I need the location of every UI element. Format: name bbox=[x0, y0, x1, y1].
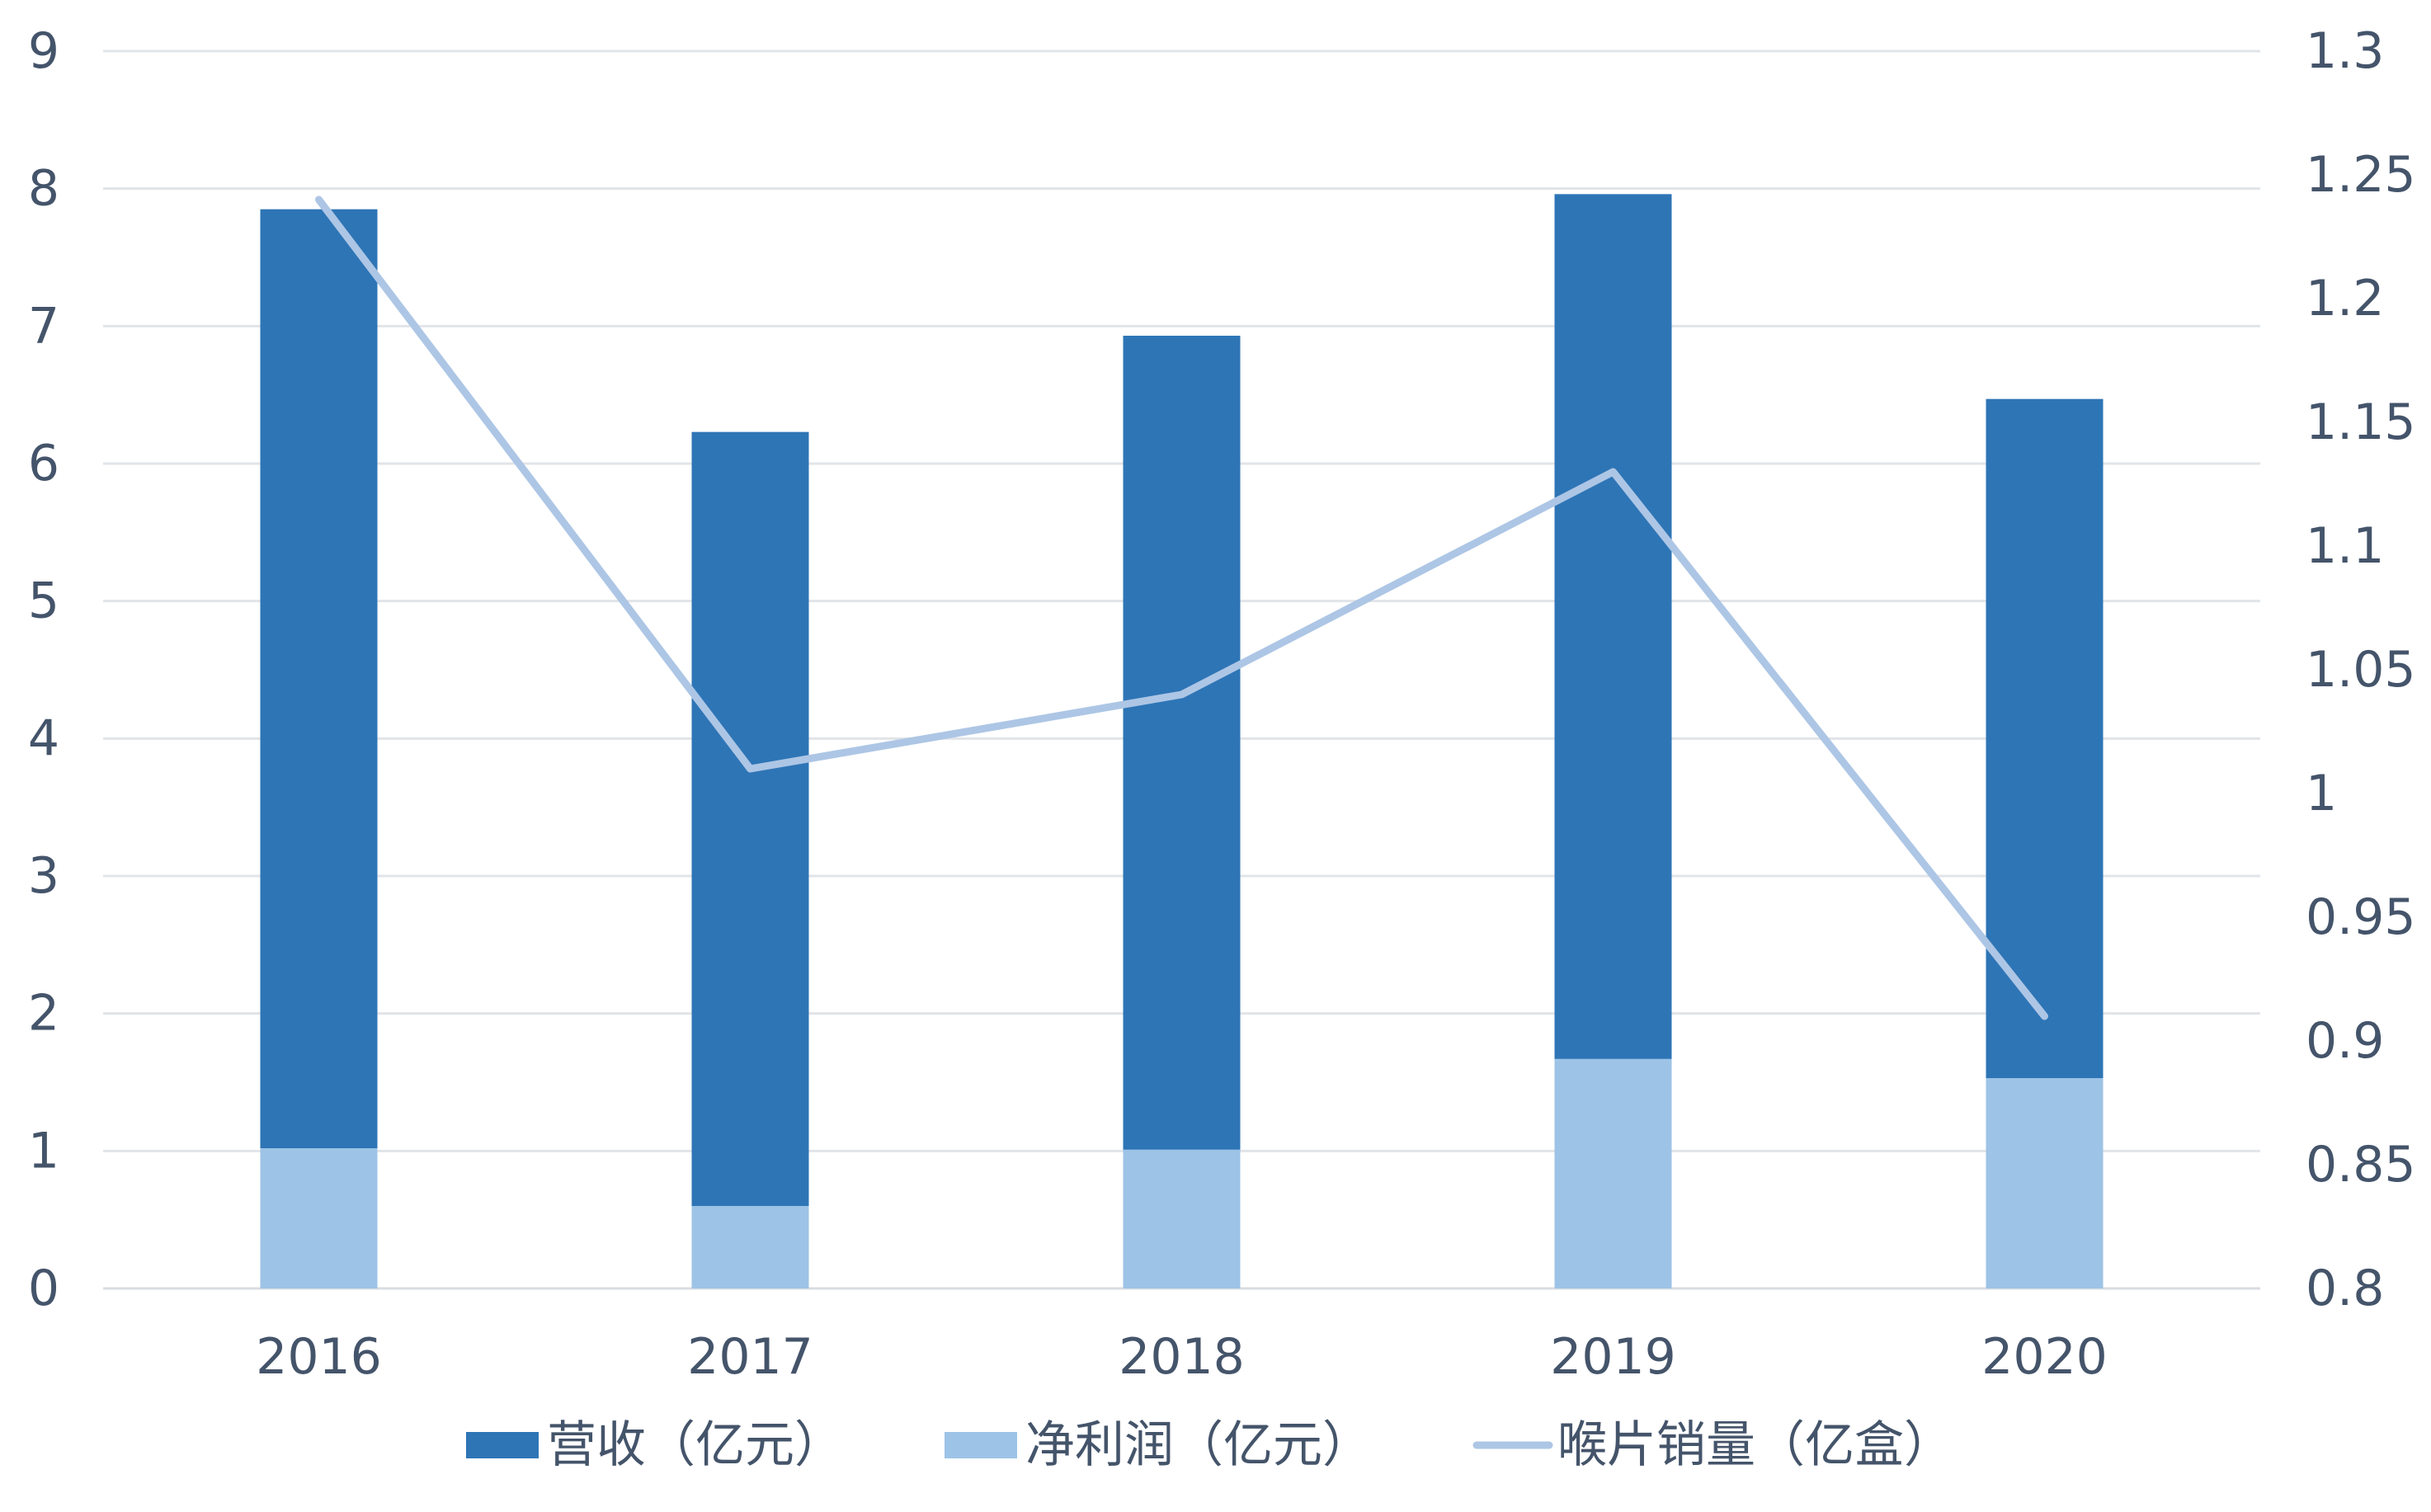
line-point bbox=[1178, 691, 1185, 698]
right-tick-label: 1.2 bbox=[2306, 270, 2384, 327]
bars bbox=[260, 194, 2104, 1289]
legend: 营收（亿元） 净利润（亿元） 喉片销量（亿盒） bbox=[466, 1416, 1953, 1474]
x-tick-label: 2019 bbox=[1550, 1328, 1676, 1386]
right-tick-label: 0.85 bbox=[2306, 1136, 2416, 1194]
right-tick-label: 1.1 bbox=[2306, 517, 2384, 575]
legend-label: 营收（亿元） bbox=[547, 1416, 844, 1474]
bar-net-profit bbox=[691, 1206, 809, 1288]
bar-revenue bbox=[1123, 336, 1241, 1288]
bar-net-profit bbox=[1554, 1058, 1672, 1288]
left-tick-label: 0 bbox=[28, 1260, 59, 1317]
left-tick-label: 6 bbox=[28, 435, 59, 492]
right-tick-label: 1.15 bbox=[2306, 393, 2416, 451]
right-tick-label: 1.3 bbox=[2306, 22, 2384, 80]
left-tick-label: 8 bbox=[28, 160, 59, 218]
left-axis-ticks: 0 1 2 3 4 5 6 7 8 9 bbox=[28, 22, 59, 1317]
x-axis-ticks: 2016 2017 2018 2019 2020 bbox=[256, 1328, 2108, 1386]
legend-swatch bbox=[466, 1432, 539, 1458]
line-point bbox=[1609, 469, 1617, 475]
bar-net-profit bbox=[1986, 1078, 2104, 1288]
line-point bbox=[2041, 1013, 2048, 1020]
x-tick-label: 2020 bbox=[1981, 1328, 2108, 1386]
bar-net-profit bbox=[1123, 1149, 1241, 1288]
x-tick-label: 2016 bbox=[256, 1328, 382, 1386]
right-tick-label: 1.25 bbox=[2306, 146, 2416, 204]
left-tick-label: 2 bbox=[28, 985, 59, 1043]
x-tick-label: 2017 bbox=[687, 1328, 813, 1386]
right-axis-ticks: 0.8 0.85 0.9 0.95 1 1.05 1.1 1.15 1.2 1.25 1.3 bbox=[2306, 22, 2416, 1317]
left-tick-label: 4 bbox=[28, 709, 59, 767]
right-tick-label: 1.05 bbox=[2306, 641, 2416, 699]
bar-revenue bbox=[691, 431, 809, 1288]
right-tick-label: 0.8 bbox=[2306, 1260, 2384, 1317]
legend-swatch bbox=[945, 1432, 1017, 1458]
left-tick-label: 1 bbox=[28, 1122, 59, 1180]
line-series bbox=[315, 195, 2048, 1020]
right-tick-label: 0.95 bbox=[2306, 888, 2416, 946]
right-tick-label: 1 bbox=[2306, 765, 2337, 822]
bar-net-profit bbox=[260, 1148, 378, 1288]
left-tick-label: 5 bbox=[28, 572, 59, 630]
left-tick-label: 9 bbox=[28, 22, 59, 80]
left-tick-label: 3 bbox=[28, 847, 59, 905]
right-tick-label: 0.9 bbox=[2306, 1012, 2384, 1070]
bar-revenue bbox=[260, 209, 378, 1289]
left-tick-label: 7 bbox=[28, 297, 59, 355]
legend-label: 净利润（亿元） bbox=[1025, 1416, 1372, 1474]
legend-label: 喉片销量（亿盒） bbox=[1557, 1416, 1953, 1474]
line-point bbox=[315, 196, 323, 203]
line-point bbox=[747, 765, 754, 772]
x-tick-label: 2018 bbox=[1119, 1328, 1245, 1386]
